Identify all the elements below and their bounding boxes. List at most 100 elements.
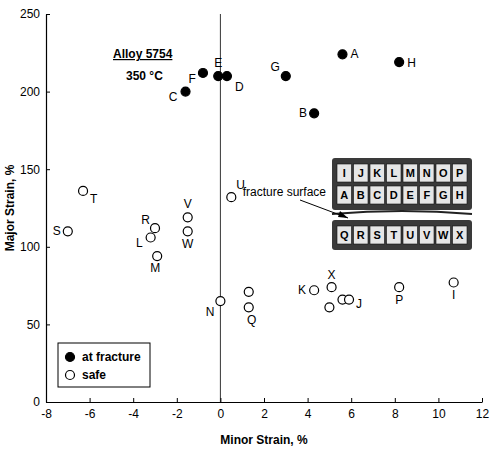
point-label: C (169, 90, 178, 104)
point (395, 58, 404, 67)
tick-label: 4 (305, 407, 312, 421)
tick-label: 0 (33, 395, 40, 409)
tick: 0 (33, 395, 50, 409)
tick: 8 (392, 398, 399, 421)
tick-mark (46, 324, 50, 325)
tick: 10 (432, 398, 446, 421)
grid-cell (403, 164, 418, 182)
grid-letter: X (456, 229, 464, 241)
point (151, 224, 160, 233)
point-label: I (452, 288, 455, 302)
grid-letter: G (439, 189, 448, 201)
axis-line (46, 15, 47, 403)
tick-mark (264, 398, 265, 402)
tick: 100 (20, 240, 50, 254)
tick-mark (90, 398, 91, 402)
tick-mark (308, 398, 309, 402)
axis-line (47, 402, 483, 403)
grid-letter: T (390, 229, 397, 241)
grid-letter: O (439, 167, 448, 179)
grid-letter: L (390, 167, 397, 179)
point-labels: AHEDFCGBTSRLMVWUNQKXJPI (53, 47, 456, 327)
point (310, 286, 319, 295)
grid-letter: V (423, 229, 431, 241)
tick-mark (46, 14, 50, 15)
tick-mark (395, 398, 396, 402)
grid-cell (453, 226, 468, 244)
tick-mark (482, 398, 483, 402)
grid-cell (370, 226, 385, 244)
grid-cell (420, 186, 435, 204)
grid-cell (387, 164, 402, 182)
tick: 4 (305, 398, 312, 421)
inset: IJKLMNOPABCDEFGHQRSTUVWX (332, 158, 472, 250)
tick: 150 (20, 163, 50, 177)
tick-label: -4 (128, 407, 139, 421)
point-label: D (235, 80, 244, 94)
point (153, 252, 162, 261)
x-axis-title: Minor Strain, % (220, 433, 308, 447)
point-label: M (150, 261, 160, 275)
grid-cell (337, 226, 352, 244)
tick-mark (351, 398, 352, 402)
tick: 200 (20, 85, 50, 99)
grid-letter: N (423, 167, 431, 179)
series-0 (181, 50, 404, 118)
grid-letter: J (358, 167, 364, 179)
grid-cell (370, 164, 385, 182)
tick-label: -2 (172, 407, 183, 421)
tick-label: 10 (432, 407, 446, 421)
point-label: R (141, 213, 150, 227)
point-label: A (350, 47, 358, 61)
grid-letter: A (340, 189, 348, 201)
tick-label: 150 (20, 163, 40, 177)
point-label: V (184, 197, 192, 211)
point (214, 72, 223, 81)
annotation-arrow (300, 200, 348, 218)
point (244, 303, 253, 312)
point (325, 303, 334, 312)
point (79, 186, 88, 195)
tick-label: -8 (41, 407, 52, 421)
grid-cell (354, 186, 369, 204)
grid-letter: P (456, 167, 463, 179)
point (345, 295, 354, 304)
point-label: T (90, 192, 98, 206)
grid-cell (453, 186, 468, 204)
tick-label: 250 (20, 7, 40, 21)
grid-cell (387, 226, 402, 244)
tick-label: 12 (476, 407, 490, 421)
tick-label: 50 (27, 318, 41, 332)
tick: 50 (27, 318, 50, 332)
point (395, 283, 404, 292)
point-label: F (189, 72, 196, 86)
grid-cell (420, 226, 435, 244)
grid-cell (453, 164, 468, 182)
point (216, 297, 225, 306)
tick-mark (133, 398, 134, 402)
grid-cell (354, 164, 369, 182)
grid-letter: S (374, 229, 381, 241)
legend-marker (66, 371, 75, 380)
y-axis-title: Major Strain, % (3, 164, 17, 251)
grid-letter: Q (340, 229, 349, 241)
point (227, 193, 236, 202)
point-label: L (136, 236, 143, 250)
tick: 250 (20, 7, 50, 21)
point-label: E (214, 56, 222, 70)
tick-mark (46, 169, 50, 170)
grid-cell (403, 226, 418, 244)
grid-letter: M (406, 167, 415, 179)
tick-mark (46, 92, 50, 93)
tick: 12 (476, 398, 490, 421)
point-label: W (182, 237, 194, 251)
point (310, 109, 319, 118)
grid-letter: H (456, 189, 464, 201)
legend: at fracturesafe (58, 343, 150, 387)
point-label: B (299, 106, 307, 120)
grid-cell (403, 186, 418, 204)
tick: 2 (261, 398, 268, 421)
grid-letter: F (423, 189, 430, 201)
legend-box (58, 343, 150, 387)
grid-letter: C (373, 189, 381, 201)
